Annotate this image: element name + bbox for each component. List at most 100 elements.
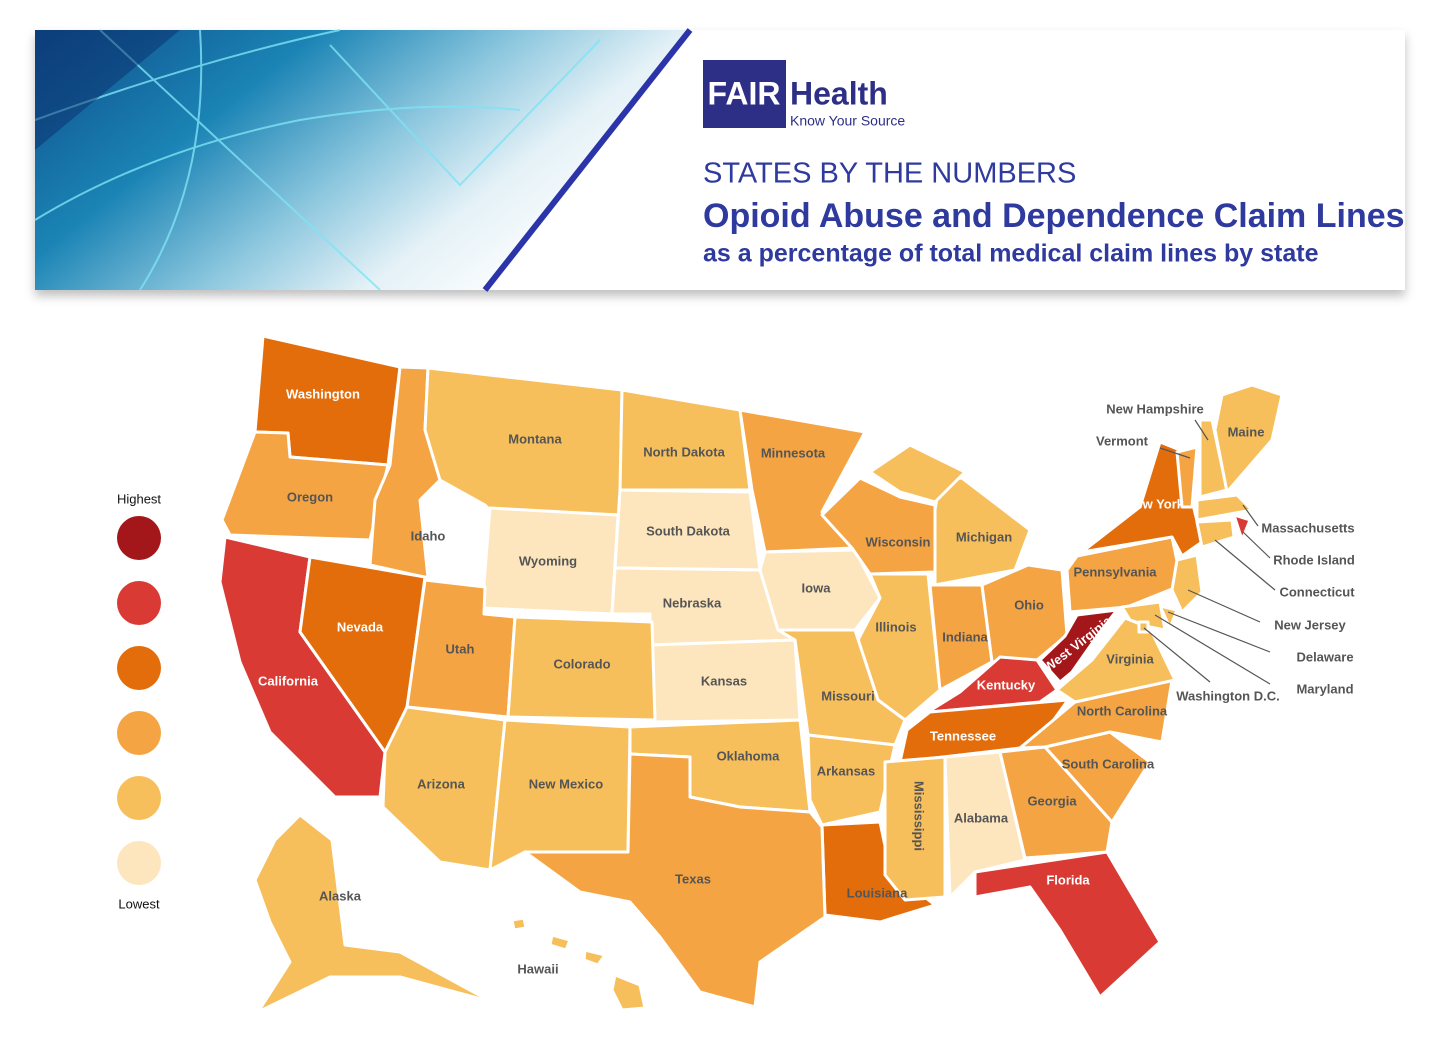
state-label: Washington [286, 386, 360, 401]
subtitle: as a percentage of total medical claim l… [703, 240, 1319, 268]
state-shape-part [868, 443, 967, 504]
state-label: Hawaii [517, 961, 558, 976]
state-label: Maine [1228, 424, 1265, 439]
logo-tagline: Know Your Source [790, 113, 905, 129]
state-label: Pennsylvania [1073, 564, 1157, 579]
legend-swatch [117, 516, 161, 560]
state-shape [1195, 493, 1254, 522]
leader-line [1194, 419, 1209, 441]
state-label: South Carolina [1062, 756, 1155, 771]
state-label: North Dakota [643, 444, 725, 459]
leader-line [1214, 539, 1276, 591]
state-label: Missouri [821, 688, 874, 703]
state-shape-part [582, 948, 607, 967]
state-shape [618, 388, 752, 492]
state-label: Montana [508, 431, 562, 446]
state-label: Kansas [701, 673, 747, 688]
state-label: Arkansas [817, 763, 876, 778]
state-label: Wisconsin [866, 534, 931, 549]
state-shape [806, 733, 897, 827]
legend-swatch [117, 646, 161, 690]
state-label: Maryland [1296, 681, 1353, 696]
state-shape [776, 628, 907, 747]
state-label: Kentucky [977, 677, 1036, 692]
state-label: Tennessee [930, 728, 996, 743]
state-label: Colorado [553, 656, 610, 671]
state-label: Massachusetts [1261, 520, 1354, 535]
state-label: Rhode Island [1273, 552, 1355, 567]
state-shape [1038, 608, 1119, 684]
state-label: Iowa [802, 580, 832, 595]
leader-line [1242, 531, 1271, 559]
state-label: Connecticut [1279, 584, 1355, 599]
state-label: Ohio [1014, 597, 1044, 612]
logo-box [703, 60, 786, 128]
kicker: STATES BY THE NUMBERS [703, 158, 1076, 190]
state-label: Georgia [1027, 793, 1077, 808]
state-label: Virginia [1106, 651, 1154, 666]
state-label: Indiana [942, 629, 988, 644]
title: Opioid Abuse and Dependence Claim Lines [703, 197, 1405, 235]
leader-line [1187, 589, 1261, 623]
state-label: Delaware [1296, 649, 1353, 664]
state-label: Texas [675, 871, 711, 886]
state-shape [510, 916, 528, 932]
state-shape-part [610, 973, 647, 1012]
state-label: Vermont [1096, 433, 1149, 448]
header-banner: FAIR Health Know Your Source STATES BY T… [34, 28, 1405, 292]
state-label: New York [1126, 496, 1185, 511]
legend-swatch [117, 711, 161, 755]
state-shape [1175, 445, 1199, 509]
state-shape [523, 752, 827, 1009]
leader-line [1159, 447, 1191, 459]
state-shape [253, 813, 494, 1014]
state-label: Illinois [875, 619, 916, 634]
state-label: Idaho [411, 528, 446, 543]
state-shape [943, 750, 1027, 899]
state-label: Washington D.C. [1176, 688, 1280, 703]
state-label: Alaska [319, 888, 362, 903]
legend-low-label: Lowest [118, 896, 160, 911]
state-shape [883, 755, 947, 902]
state-shape [973, 850, 1162, 999]
legend: Highest Lowest [117, 491, 161, 911]
leader-line [1167, 611, 1271, 653]
leader-line [1154, 614, 1271, 685]
state-label: Florida [1046, 872, 1090, 887]
state-shape [1158, 604, 1179, 630]
state-shape [1213, 383, 1284, 494]
state-label: North Carolina [1077, 703, 1168, 718]
state-label: California [258, 673, 319, 688]
leader-line [1143, 627, 1211, 683]
us-map: Washington Oregon Idaho Montana Wyoming North… [218, 334, 1355, 1014]
state-label: Nevada [337, 619, 384, 634]
logo-health: Health [790, 75, 888, 111]
state-shape [1195, 518, 1236, 549]
state-label: Nebraska [663, 595, 722, 610]
state-label: Michigan [956, 529, 1012, 544]
state-label: Arizona [417, 776, 465, 791]
state-label: Alabama [954, 810, 1009, 825]
logo-fair: FAIR [708, 75, 781, 111]
state-label: Oklahoma [717, 748, 781, 763]
legend-swatch [117, 776, 161, 820]
state-label: Mississippi [912, 781, 927, 851]
state-label: Utah [446, 641, 475, 656]
state-label: New Jersey [1274, 617, 1346, 632]
state-shape-part [548, 933, 572, 952]
leader-line [1242, 504, 1259, 527]
legend-swatch [117, 841, 161, 885]
state-shape [506, 615, 657, 722]
legend-swatch [117, 581, 161, 625]
state-label: Minnesota [761, 445, 826, 460]
state-label: South Dakota [646, 523, 731, 538]
state-shape [488, 718, 632, 872]
state-label: Wyoming [519, 553, 577, 568]
state-shape [1232, 513, 1252, 542]
state-label: New Hampshire [1106, 401, 1204, 416]
state-label: Oregon [287, 489, 333, 504]
state-shape [1170, 553, 1204, 614]
state-label: Louisiana [847, 885, 908, 900]
